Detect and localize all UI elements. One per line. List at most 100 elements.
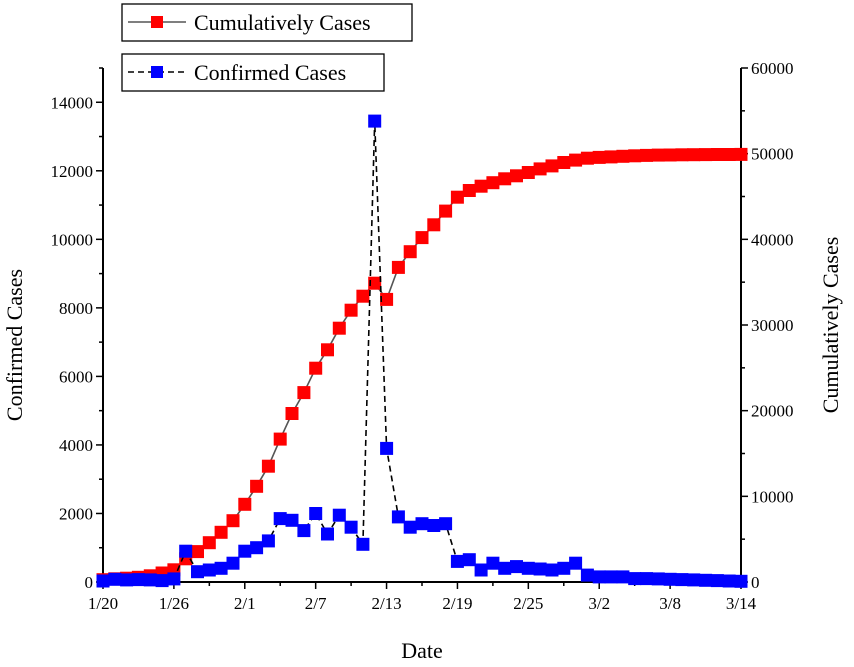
confirmed-cases-marker [580, 568, 594, 582]
cumulatively-cases-marker [474, 179, 488, 193]
confirmed-cases-marker [120, 573, 134, 587]
legend-marker-confirmed [151, 66, 163, 78]
y-tick-label-right: 30000 [751, 316, 794, 335]
confirmed-cases-marker [273, 512, 287, 526]
confirmed-cases-marker [309, 507, 323, 520]
x-tick-label: 2/7 [305, 594, 327, 613]
confirmed-cases-marker [403, 520, 417, 534]
confirmed-cases-marker [498, 561, 512, 575]
x-tick-label: 1/26 [159, 594, 189, 613]
confirmed-cases-marker [344, 520, 358, 534]
cumulatively-cases-marker [569, 153, 583, 167]
cumulatively-cases-marker [450, 190, 464, 204]
y-tick-label-right: 40000 [751, 230, 794, 249]
cumulatively-cases-marker [368, 276, 382, 290]
cumulatively-cases-marker [640, 148, 653, 162]
cumulatively-cases-marker [486, 176, 500, 190]
cumulatively-cases-marker [616, 149, 630, 163]
confirmed-cases-marker [191, 565, 204, 579]
cumulatively-cases-marker [415, 231, 429, 245]
confirmed-cases-marker [545, 563, 559, 577]
x-tick-label: 1/20 [88, 594, 118, 613]
confirmed-cases-marker [356, 537, 370, 551]
cumulatively-cases-line [102, 153, 742, 581]
y-tick-label-left: 14000 [51, 93, 94, 112]
cumulatively-cases-marker [734, 147, 748, 161]
legend-label-cumulative: Cumulatively Cases [194, 10, 371, 35]
label-layer: Date Confirmed Cases Cumulatively Cases [2, 237, 843, 663]
cumulatively-cases-marker [699, 148, 713, 162]
y-tick-label-left: 4000 [59, 436, 93, 455]
cumulatively-cases-marker [710, 148, 724, 161]
x-tick-label: 2/25 [513, 594, 543, 613]
cumulatively-cases-marker [285, 407, 299, 420]
confirmed-cases-marker [368, 114, 382, 128]
cumulatively-cases-marker [580, 151, 594, 165]
y-tick-label-left: 8000 [59, 299, 93, 318]
y-axis-label-left: Confirmed Cases [2, 269, 27, 421]
confirmed-cases-marker [250, 541, 264, 555]
y-tick-label-right: 50000 [751, 145, 794, 164]
y-tick-label-left: 0 [85, 573, 94, 592]
legend-box-cumulative [121, 3, 413, 42]
cumulatively-cases-marker [380, 292, 394, 306]
confirmed-cases-marker [592, 570, 606, 584]
confirmed-cases-marker [380, 441, 394, 455]
cumulatively-cases-marker [510, 169, 523, 183]
confirmed-cases-marker [226, 556, 240, 570]
confirmed-cases-marker [628, 572, 642, 586]
axes-layer: 0 2000 4000 6000 8000 10000 12000 14000 0 10000 20… [51, 59, 794, 613]
cumulatively-cases-marker [202, 536, 216, 550]
y-tick-label-right: 20000 [751, 402, 794, 421]
confirmed-cases-marker [533, 562, 547, 576]
series-layer [96, 114, 748, 588]
legend-box-confirmed [121, 53, 385, 92]
cumulatively-cases-marker [675, 148, 689, 162]
cumulatively-cases-marker [344, 303, 358, 317]
cumulatively-cases-marker [533, 162, 547, 176]
confirmed-cases-marker [238, 544, 252, 558]
y-tick-label-left: 2000 [59, 504, 93, 523]
confirmed-cases-marker [640, 572, 653, 586]
confirmed-cases-marker [285, 513, 299, 527]
confirmed-cases-marker [155, 574, 169, 588]
confirmed-cases-marker [569, 556, 583, 570]
y-tick-label-left: 12000 [51, 162, 94, 181]
y-tick-label-right: 10000 [751, 487, 794, 506]
cumulatively-cases-marker [663, 148, 677, 162]
x-tick-label: 2/19 [442, 594, 472, 613]
confirmed-cases-marker [321, 527, 334, 541]
confirmed-cases-marker [415, 517, 429, 531]
confirmed-cases-marker [557, 561, 571, 575]
confirmed-cases-marker [734, 574, 748, 588]
y-tick-label-left: 10000 [51, 230, 94, 249]
cumulatively-cases-marker [557, 156, 571, 169]
legend: Cumulatively Cases Confirmed Cases [121, 3, 413, 92]
confirmed-cases-marker [510, 560, 523, 574]
y-axis-label-right: Cumulatively Cases [818, 237, 843, 414]
confirmed-cases-line [102, 121, 742, 583]
confirmed-cases-marker [675, 573, 689, 587]
confirmed-cases-marker [427, 519, 441, 532]
cumulatively-cases-marker [391, 260, 405, 274]
cumulatively-cases-marker [439, 204, 453, 218]
cumulatively-cases-marker [261, 459, 275, 473]
cumulatively-cases-marker [722, 148, 736, 161]
cumulatively-cases-marker [250, 479, 264, 493]
confirmed-cases-marker [474, 563, 488, 577]
x-tick-label: 3/2 [588, 594, 610, 613]
confirmed-cases-marker [439, 517, 453, 531]
cumulatively-cases-marker [687, 148, 701, 162]
confirmed-cases-marker [722, 574, 736, 588]
y-tick-label-right: 0 [751, 573, 760, 592]
confirmed-cases-marker [521, 561, 535, 575]
cumulatively-cases-marker [214, 525, 228, 539]
cumulatively-cases-marker [297, 386, 311, 400]
confirmed-cases-marker [202, 563, 216, 577]
confirmed-cases-marker [663, 572, 677, 586]
cumulatively-cases-marker [651, 148, 665, 162]
confirmed-cases-marker [651, 572, 665, 586]
confirmed-cases-marker [131, 573, 145, 587]
cumulatively-cases-marker [592, 150, 606, 164]
